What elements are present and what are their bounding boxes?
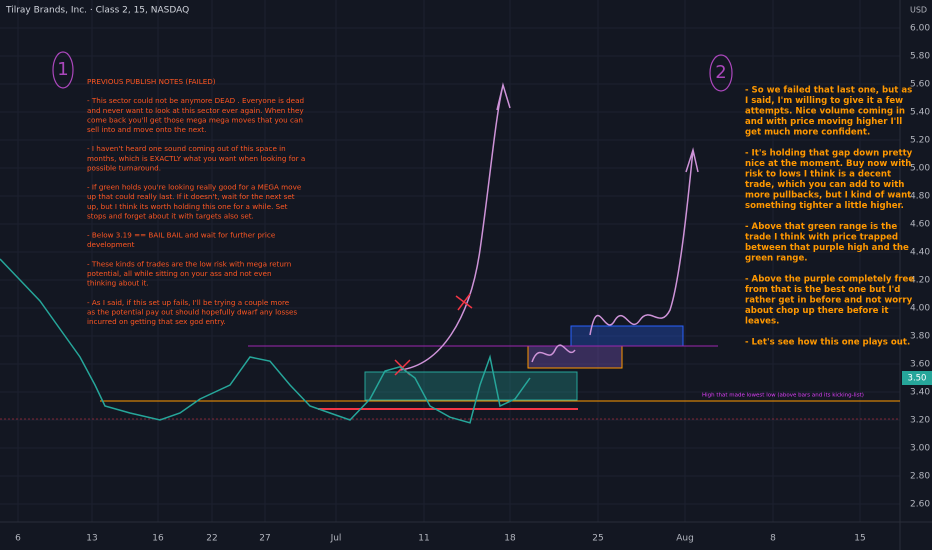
arrow-1 bbox=[399, 82, 511, 371]
note-line: rather get in before and not worry bbox=[745, 296, 913, 306]
note-line: - Let's see how this one plays out. bbox=[745, 338, 910, 348]
note-line: - Below 3.19 == BAIL BAIL and wait for f… bbox=[87, 231, 276, 240]
note-line: - As I said, if this set up fails, I'll … bbox=[87, 298, 290, 307]
circle-1-label: 1 bbox=[57, 59, 68, 80]
note-line: trade I think with price trapped bbox=[745, 233, 898, 243]
x-tick-label: Jul bbox=[330, 534, 342, 544]
note-line: - It's holding that gap down pretty bbox=[745, 149, 913, 159]
circle-2 bbox=[709, 54, 733, 92]
circle-1 bbox=[52, 51, 74, 89]
note-line: development bbox=[87, 240, 135, 249]
x-tick-label: 27 bbox=[259, 534, 270, 544]
note-line: risk to lows I think is a decent bbox=[745, 170, 891, 180]
y-tick-label: 3.60 bbox=[910, 360, 930, 370]
note-line: PREVIOUS PUBLISH NOTES (FAILED) bbox=[87, 77, 216, 86]
x-tick-label: Aug bbox=[676, 534, 694, 544]
y-tick-label: 3.00 bbox=[910, 444, 930, 454]
y-tick-label: 4.80 bbox=[910, 192, 930, 202]
note-line: leaves. bbox=[745, 317, 779, 327]
note-line: - Above that green range is the bbox=[745, 222, 897, 232]
y-tick-label: 3.40 bbox=[910, 388, 930, 398]
note-line: get much more confident. bbox=[745, 128, 870, 138]
x-tick-label: 25 bbox=[592, 534, 603, 544]
y-tick-label: 2.80 bbox=[910, 472, 930, 482]
x-tick-label: 22 bbox=[206, 534, 217, 544]
price-tag bbox=[902, 371, 932, 385]
y-tick-label: 5.20 bbox=[910, 136, 930, 146]
y-tick-label: 5.40 bbox=[910, 108, 930, 118]
y-tick-label: 5.60 bbox=[910, 80, 930, 90]
y-tick-label: 4.00 bbox=[910, 304, 930, 314]
y-tick-label: 4.20 bbox=[910, 276, 930, 286]
note-line: something tighter a little higher. bbox=[745, 201, 904, 211]
note-line: attempts. Nice volume coming in bbox=[745, 107, 905, 117]
y-tick-label: 4.40 bbox=[910, 248, 930, 258]
note-line: between that purple high and the bbox=[745, 243, 909, 253]
note-line: and never want to look at this sector ev… bbox=[87, 106, 304, 115]
note-line: up, but I think its worth holding this o… bbox=[87, 202, 288, 211]
note-line: months, which is EXACTLY what you want w… bbox=[87, 154, 305, 163]
note-line: nice at the moment. Buy now with bbox=[745, 159, 911, 169]
cross-marks bbox=[394, 293, 473, 376]
note-line: green range. bbox=[745, 254, 808, 264]
note-line: - So we failed that last one, but as bbox=[745, 86, 912, 96]
level-label: High that made lowest low (above bars an… bbox=[702, 393, 864, 399]
x-tick-label: 6 bbox=[15, 534, 21, 544]
note-line: I said, I'm willing to give it a few bbox=[745, 96, 903, 106]
x-tick-label: 13 bbox=[86, 534, 97, 544]
note-line: incurred on getting that sex god entry. bbox=[87, 317, 226, 326]
y-tick-label: 5.80 bbox=[910, 52, 930, 62]
y-tick-label: 6.00 bbox=[910, 24, 930, 34]
purple-range bbox=[527, 345, 623, 369]
note-line: - These kinds of trades are the low risk… bbox=[87, 259, 291, 268]
note-line: and with price moving higher I'll bbox=[745, 117, 902, 127]
note-line: up that could really last. If it doesn't… bbox=[87, 192, 295, 201]
note-line: - This sector could not be anymore DEAD … bbox=[87, 96, 304, 105]
price-line bbox=[0, 258, 531, 424]
x-tick-label: 18 bbox=[504, 534, 516, 544]
y-tick-label: 3.20 bbox=[910, 416, 930, 426]
y-tick-label: 2.60 bbox=[910, 500, 930, 510]
blue-range bbox=[570, 325, 684, 347]
y-tick-label: 5.00 bbox=[910, 164, 930, 174]
note-line: as the potential pay out should hopefull… bbox=[87, 307, 297, 316]
x-tick-label: 15 bbox=[854, 534, 865, 544]
note-line: - Above the purple completely free bbox=[745, 275, 914, 285]
price-tag-label: 3.50 bbox=[908, 374, 927, 384]
note-line: trade, which you can add to with bbox=[745, 180, 904, 190]
note-line: - If green holds you're looking really g… bbox=[87, 183, 302, 192]
x-tick-label: 11 bbox=[418, 534, 429, 544]
currency: USD bbox=[910, 6, 927, 15]
note-line: stops and forget about it with targets a… bbox=[87, 211, 254, 220]
note-line: from that is the best one but I'd bbox=[745, 285, 900, 295]
note-line: more pullbacks, but I kind of want bbox=[745, 191, 911, 201]
note-line: possible turnaround. bbox=[87, 163, 161, 172]
x-tick-label: 8 bbox=[770, 534, 776, 544]
chart-title: Tilray Brands, Inc. · Class 2, 15, NASDA… bbox=[5, 6, 189, 16]
note-line: sell into and move onto the next. bbox=[87, 125, 206, 134]
x-tick-label: 16 bbox=[152, 534, 164, 544]
note-line: thinking about it. bbox=[87, 279, 149, 288]
note-line: about chop up there before it bbox=[745, 306, 888, 316]
arrow-2 bbox=[531, 147, 699, 363]
y-tick-label: 3.80 bbox=[910, 332, 930, 342]
note-line: potential, all while sitting on your ass… bbox=[87, 269, 272, 278]
y-tick-label: 4.60 bbox=[910, 220, 930, 230]
circle-2-label: 2 bbox=[715, 62, 726, 83]
green-range bbox=[364, 371, 578, 401]
note-line: - I haven't heard one sound coming out o… bbox=[87, 144, 286, 153]
note-line: come back you'll get those mega mega mov… bbox=[87, 115, 303, 124]
